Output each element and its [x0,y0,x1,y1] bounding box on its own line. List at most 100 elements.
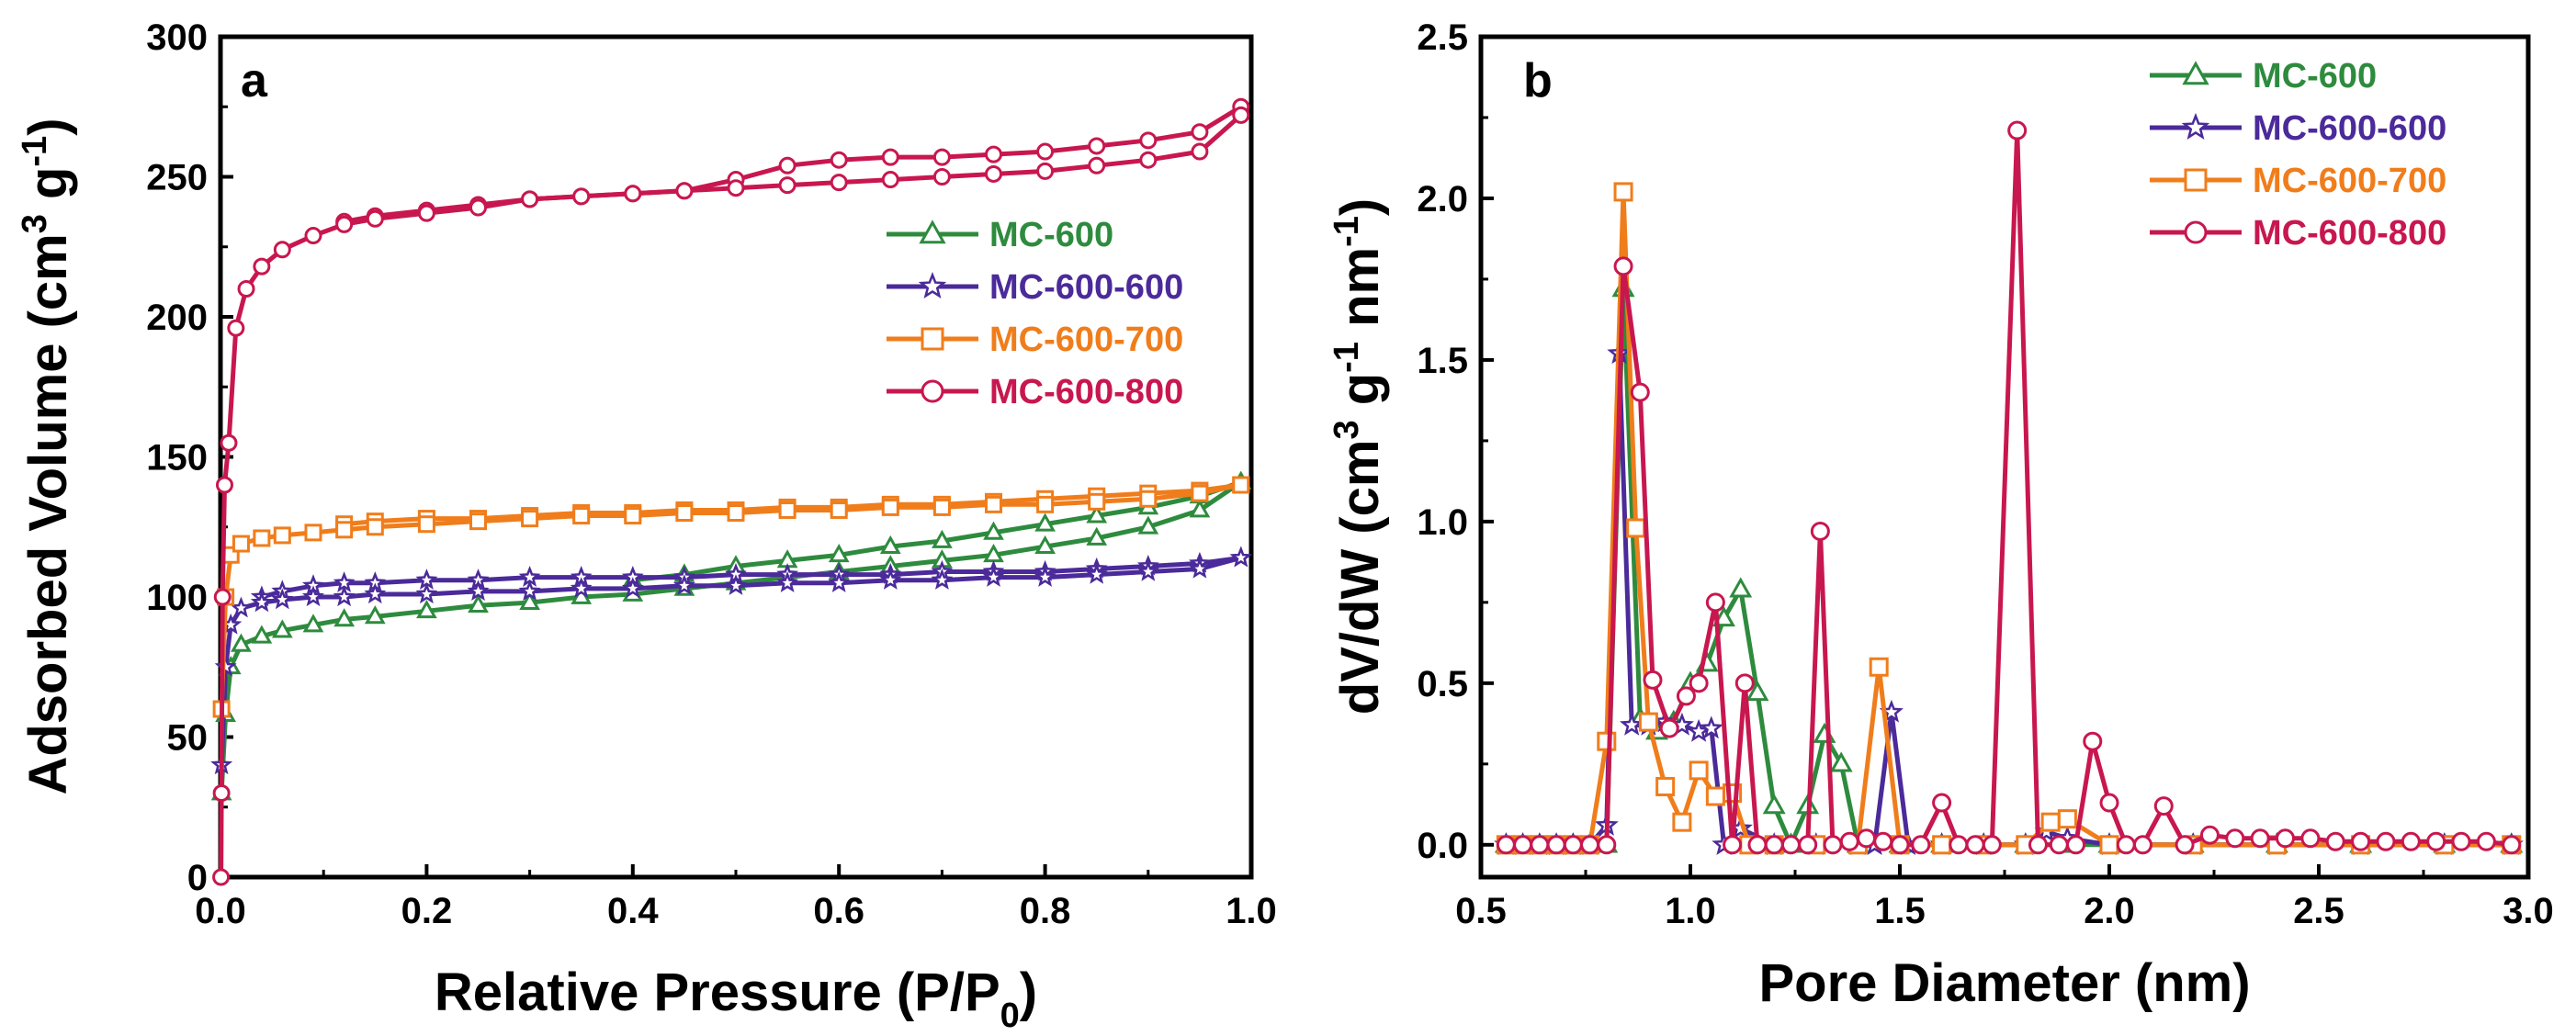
panel-a-x-axis-label: Relative Pressure (P/P0) [435,963,1037,1035]
mc-600-800-data-point [521,190,539,208]
panel-a-label: a [241,54,268,107]
mc-600-800-data-point [2049,835,2069,855]
mc-600-600-data-point [982,566,1005,587]
mc-600-700-data-point [469,512,487,531]
mc-600-800-data-point [2250,828,2270,849]
mc-600-600-data-point [1188,557,1211,579]
mc-600-800-desorption-point [778,156,797,175]
legend-label-mc-600-700: MC-600-700 [2253,162,2446,200]
mc-600-800-data-point [469,198,487,217]
x-tick-label: 1.0 [1226,891,1277,931]
mc-600-600-data-point [621,577,644,599]
mc-600-desorption-point [879,535,901,554]
mc-600-800-data-point [2175,835,2195,855]
mc-600-data-point [1712,606,1735,627]
mc-600-600-data-point [1085,563,1108,584]
mc-600-700-data-point [273,526,291,545]
mc-600-800-data-point [417,204,435,222]
legend-label-mc-600: MC-600 [989,216,1113,254]
mc-600-700-data-point [1626,518,1646,538]
mc-600-800-desorption-point [881,148,899,166]
mc-600-data-point [519,591,540,610]
mc-600-700-data-point [1638,712,1658,732]
mc-600-800-data-point [985,164,1002,183]
mc-600-800-data-point [1530,835,1550,855]
mc-600-700-data-point [1932,835,1952,855]
y-tick-label: 300 [146,17,208,58]
mc-600-600-data-point [415,582,438,604]
mc-600-800-data-point [932,168,951,186]
mc-600-data-point [1137,515,1159,535]
mc-600-800-data-point [220,434,238,452]
mc-600-800-data-point [1798,835,1818,855]
mc-600-800-data-point [213,588,232,606]
panel-a-series [210,97,1252,886]
mc-600-800-data-point [2225,828,2245,849]
mc-600-700-line [1506,189,2512,848]
x-tick-label: 0.4 [607,891,659,931]
mc-600-700-data-point [1672,812,1692,832]
y-tick-label: 1.5 [1417,341,1468,381]
y-tick-label: 100 [146,578,208,618]
mc-600-800-desorption-point [1036,142,1055,161]
mc-600-800-data-point [1982,835,2002,855]
mc-600-800-data-point [830,174,848,192]
mc-600-800-data-point [1810,521,1830,541]
mc-600-800-data-point [1563,835,1583,855]
y-tick-label: 0 [187,858,208,898]
mc-600-600-data-point [518,580,541,602]
mc-600-700-data-point [1869,657,1889,677]
mc-600-700-data-point [1689,760,1709,781]
x-tick-label: 1.5 [1874,891,1926,931]
mc-600-700-data-point [232,535,250,553]
mc-600-800-data-point [1139,151,1158,169]
mc-600-800-data-point [1496,835,1516,855]
panel-a-y-axis-label: Adsorbed Volume (cm3 g-1) [16,118,78,794]
x-tick-label: 0.2 [401,891,453,931]
mc-600-600-data-point [1136,559,1159,581]
panel-b-y-axis-label: dV/dW (cm3 g-1 nm-1) [1328,198,1390,715]
mc-600-800-data-point [273,241,291,259]
mc-600-800-data-point [1659,718,1679,738]
mc-600-700-data-point [1232,476,1250,494]
mc-600-800-data-point [1191,142,1209,161]
panel-b-x-axis-label: Pore Diameter (nm) [1758,953,2250,1013]
mc-600-600-data-point [931,569,954,590]
mc-600-data-point [468,593,489,614]
mc-600-800-data-point [2502,835,2522,855]
y-tick-label: 0.0 [1417,826,1468,866]
mc-600-800-data-point [366,209,384,228]
mc-600-800-data-point [675,182,694,200]
mc-600-800-data-point [1580,835,1600,855]
mc-600-800-data-point [2376,831,2396,851]
mc-600-data-point [1189,499,1211,518]
mc-600-600-data-point [250,591,273,613]
mc-600-desorption-point [932,529,953,548]
mc-600-data-point [1034,535,1056,554]
x-tick-label: 2.5 [2293,891,2344,931]
mc-600-desorption-point [1034,512,1056,532]
mc-600-800-data-point [1932,793,1952,813]
y-tick-label: 50 [167,718,209,759]
mc-600-600-data-point [467,580,490,602]
mc-600-600-data-point [333,585,356,607]
mc-600-800-data-point [1965,835,1985,855]
mc-600-data-point [1729,577,1753,598]
mc-600-600-data-point [301,585,324,607]
mc-600-800-data-point [1723,835,1743,855]
mc-600-800-data-point [2099,793,2119,813]
mc-600-800-data-point [215,476,233,494]
mc-600-800-data-point [2401,831,2421,851]
mc-600-700-data-point [881,498,899,516]
x-tick-label: 0.6 [813,891,864,931]
mc-600-600-data-point [672,574,695,595]
mc-600-700-data-point [2099,835,2119,855]
legend-marker-mc-600-600 [2181,112,2210,140]
mc-600-700-data-point [2040,812,2061,832]
mc-600-800-data-point [1839,831,1859,851]
mc-600-600-data-point [214,655,237,677]
mc-600-700-data-point [253,529,271,547]
x-tick-label: 0.5 [1455,891,1507,931]
mc-600-data-point [271,619,293,638]
